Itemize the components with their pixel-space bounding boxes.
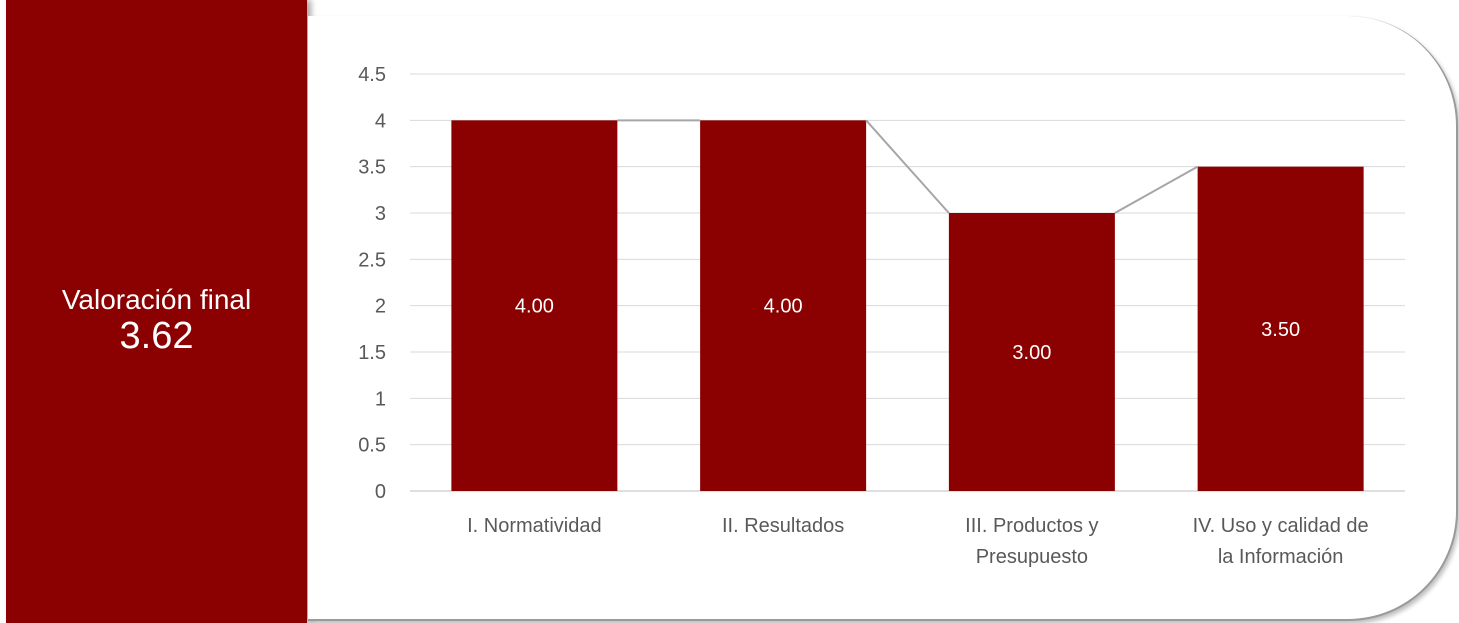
y-tick-label: 4.5 [358, 64, 386, 86]
y-tick-label: 2 [375, 296, 386, 318]
y-tick-label: 4 [375, 110, 386, 132]
data-label: 4.00 [515, 296, 554, 318]
data-label: 3.50 [1261, 319, 1300, 341]
category-label: la Información [1218, 546, 1344, 568]
category-label: II. Resultados [722, 515, 844, 537]
summary-value: 3.62 [119, 314, 194, 357]
series-line-segment [865, 119, 950, 214]
y-tick-label: 0.5 [358, 435, 386, 457]
series-line-segment [1114, 165, 1199, 214]
category-label: IV. Uso y calidad de [1193, 515, 1369, 537]
bar [700, 120, 867, 491]
bar [1197, 166, 1364, 491]
bar [948, 213, 1115, 491]
bar [451, 120, 618, 491]
y-tick-label: 0 [375, 481, 386, 503]
category-label: I. Normatividad [467, 515, 602, 537]
data-label: 4.00 [764, 296, 803, 318]
y-tick-label: 1.5 [358, 342, 386, 364]
category-label: III. Productos y [965, 515, 1098, 537]
y-tick-label: 1 [375, 388, 386, 410]
y-tick-label: 2.5 [358, 249, 386, 271]
summary-panel: Valoración final 3.62 [6, 0, 307, 623]
summary-label: Valoración final [61, 283, 252, 315]
category-label: Presupuesto [976, 546, 1088, 568]
data-label: 3.00 [1012, 342, 1051, 364]
y-tick-label: 3 [375, 203, 386, 225]
y-tick-label: 3.5 [358, 157, 386, 179]
